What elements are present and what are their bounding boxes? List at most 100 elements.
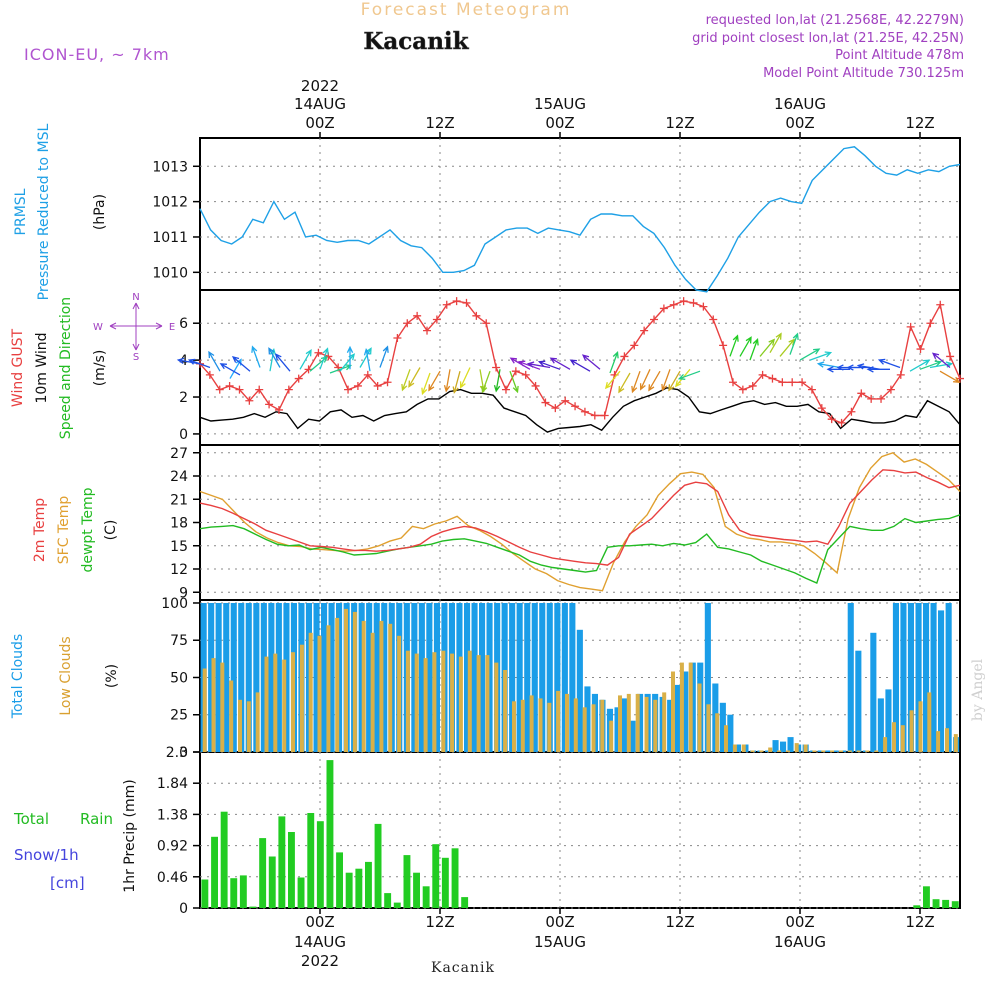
total-cloud-bar	[900, 603, 907, 752]
temp-ytick-label: 9	[179, 585, 188, 601]
low-cloud-bar	[644, 696, 649, 752]
low-cloud-bar	[432, 652, 437, 752]
temp2m-line	[199, 469, 961, 566]
low-cloud-bar	[220, 662, 225, 752]
total-cloud-bar	[892, 603, 899, 752]
wind-arrow	[639, 369, 651, 391]
wind-arrow	[604, 370, 621, 390]
pressure-ytick-label: 1011	[152, 230, 188, 246]
precip-bar	[211, 836, 218, 908]
wind-arrow	[509, 370, 519, 394]
low-cloud-bar	[927, 692, 932, 752]
wind-arrow	[668, 370, 681, 392]
total-cloud-bar	[433, 603, 440, 752]
wind-arrow	[363, 348, 371, 372]
low-cloud-bar	[556, 690, 561, 752]
wind-arrow	[493, 369, 501, 393]
gust-marker	[472, 311, 481, 320]
precip-bars	[201, 760, 959, 908]
total-cloud-bar	[682, 671, 689, 752]
gust-marker	[235, 385, 244, 394]
wind-arrow	[729, 334, 739, 357]
total-cloud-bar	[381, 603, 388, 752]
gust-marker	[274, 405, 283, 414]
wind-arrow	[799, 348, 821, 361]
low-cloud-bar	[671, 671, 675, 752]
gust-marker	[423, 326, 432, 335]
wind-arrow	[251, 345, 261, 368]
pressure-frame	[199, 137, 961, 291]
temp-unit: (C)	[103, 520, 119, 541]
wind-label-3: Speed and Direction	[58, 297, 74, 439]
low-cloud-bar	[662, 692, 667, 752]
precip-bar	[403, 855, 411, 908]
gust-marker	[353, 381, 362, 390]
precip-bar	[461, 897, 469, 908]
total-cloud-bar	[539, 603, 546, 752]
gust-marker	[413, 311, 422, 320]
sfc-temp-line	[199, 452, 961, 592]
gust-marker	[738, 385, 747, 394]
gust-marker	[798, 378, 807, 387]
low-cloud-bar	[326, 625, 331, 752]
gust-marker	[748, 381, 757, 390]
bottom-tick-label: 00Z	[545, 913, 574, 931]
low-cloud-bar	[653, 699, 658, 752]
wind-arrow	[299, 349, 312, 370]
clouds-ytick-label: 100	[161, 596, 188, 612]
pressure-series	[199, 146, 961, 293]
model-label: ICON-EU, ~ 7km	[24, 45, 170, 64]
low-cloud-bar	[344, 608, 348, 752]
wind-label-1: Wind GUST	[10, 328, 26, 407]
gust-marker	[245, 396, 254, 405]
gust-marker	[432, 315, 441, 324]
wind-arrow	[749, 337, 759, 361]
gust-marker	[531, 381, 540, 390]
total-cloud-bar	[418, 603, 425, 752]
total-cloud-bar	[840, 750, 847, 752]
low-cloud-bar	[609, 720, 614, 752]
gust-marker	[580, 407, 589, 416]
low-cloud-bar	[618, 695, 622, 752]
total-cloud-bar	[622, 698, 629, 752]
gust-marker	[817, 404, 826, 413]
total-cloud-bar	[877, 698, 884, 752]
wind-ytick-label: 6	[179, 316, 188, 332]
low-cloud-bar	[688, 662, 693, 752]
wind-arrow	[809, 351, 833, 361]
total-cloud-bar	[870, 632, 877, 752]
wind-arrow	[939, 370, 961, 383]
pressure-label-2: Pressure Reduced to MSL	[36, 123, 52, 300]
gust-marker	[926, 319, 935, 328]
total-cloud-bar	[223, 603, 230, 752]
temp-label-1: 2m Temp	[32, 498, 48, 562]
low-cloud-bar	[317, 635, 322, 752]
total-cloud-bar	[268, 603, 275, 752]
low-cloud-bar	[352, 611, 357, 752]
total-cloud-bar	[253, 603, 260, 752]
wind-arrow	[609, 351, 619, 374]
precip-ytick-label: 1.84	[157, 776, 188, 792]
wind-arrow	[789, 332, 799, 355]
low-cloud-bar	[308, 632, 313, 752]
wind-arrow	[631, 370, 641, 394]
low-cloud-bar	[264, 656, 269, 752]
low-cloud-bar	[777, 750, 782, 752]
wind-arrow	[526, 361, 551, 369]
wind-arrow	[661, 369, 671, 392]
low-cloud-bar	[679, 662, 684, 752]
gust-marker	[442, 300, 451, 309]
precip-bar	[393, 902, 401, 908]
low-cloud-bar	[414, 653, 419, 752]
top-tick-label: 00Z	[545, 114, 574, 132]
total-cloud-bar	[667, 699, 674, 752]
gust-marker	[886, 385, 895, 394]
gust-marker	[620, 352, 629, 361]
top-date-label: 15AUG	[534, 95, 586, 113]
wind-arrow	[877, 358, 901, 369]
pressure-ytick-label: 1010	[152, 265, 188, 281]
low-cloud-bar	[202, 668, 207, 752]
wind-arrow	[569, 359, 591, 372]
total-cloud-bar	[328, 603, 335, 752]
